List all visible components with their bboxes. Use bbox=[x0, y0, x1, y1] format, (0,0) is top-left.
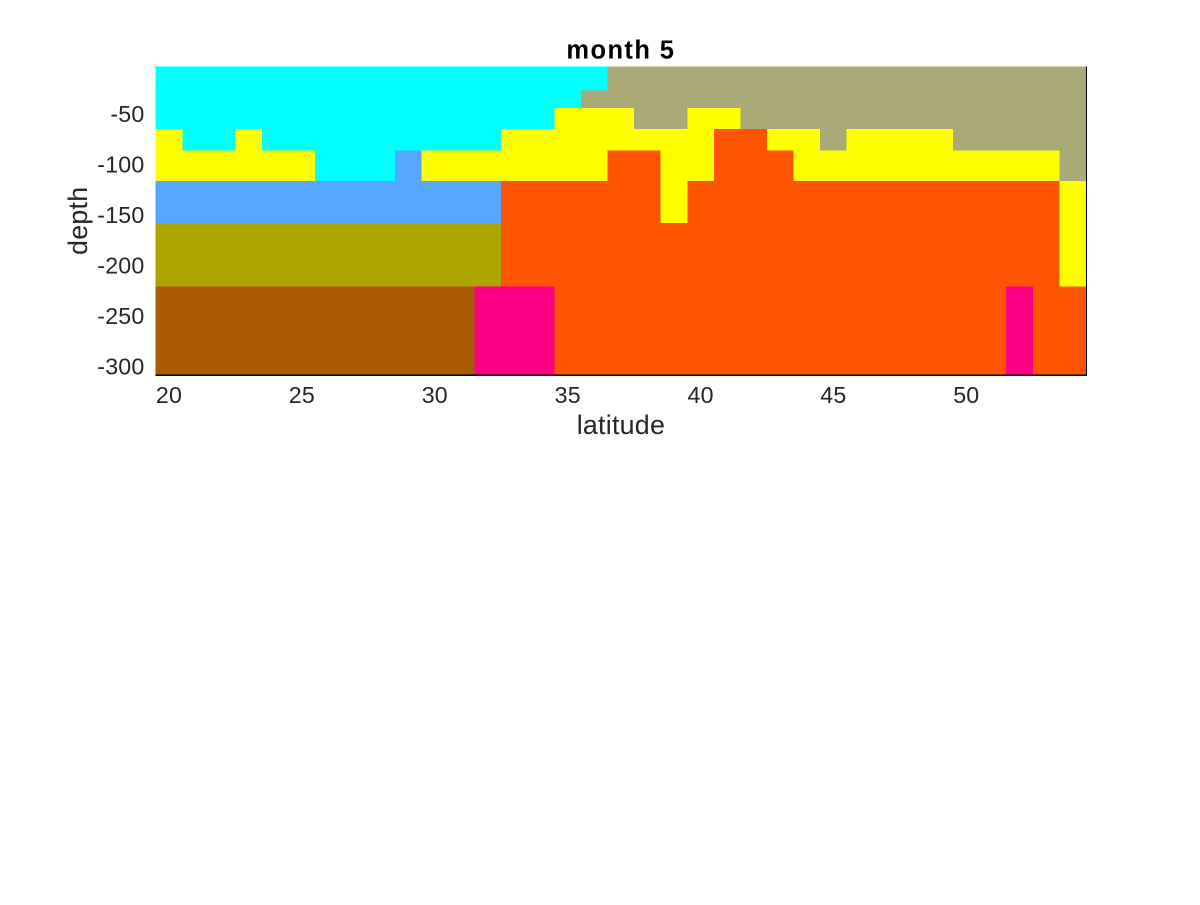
svg-text:-250: -250 bbox=[97, 303, 144, 329]
svg-text:-50: -50 bbox=[110, 101, 144, 127]
svg-text:25: 25 bbox=[289, 382, 315, 408]
svg-text:month 5: month 5 bbox=[566, 36, 675, 64]
svg-text:-200: -200 bbox=[97, 253, 144, 279]
svg-text:-150: -150 bbox=[97, 202, 144, 228]
svg-text:depth: depth bbox=[63, 187, 93, 255]
svg-text:30: 30 bbox=[422, 382, 448, 408]
svg-text:20: 20 bbox=[156, 382, 182, 408]
svg-text:-100: -100 bbox=[97, 151, 144, 177]
svg-text:40: 40 bbox=[687, 382, 713, 408]
svg-text:latitude: latitude bbox=[577, 410, 665, 440]
svg-text:50: 50 bbox=[953, 382, 979, 408]
svg-text:-300: -300 bbox=[97, 354, 144, 380]
svg-text:35: 35 bbox=[555, 382, 581, 408]
svg-text:45: 45 bbox=[820, 382, 846, 408]
